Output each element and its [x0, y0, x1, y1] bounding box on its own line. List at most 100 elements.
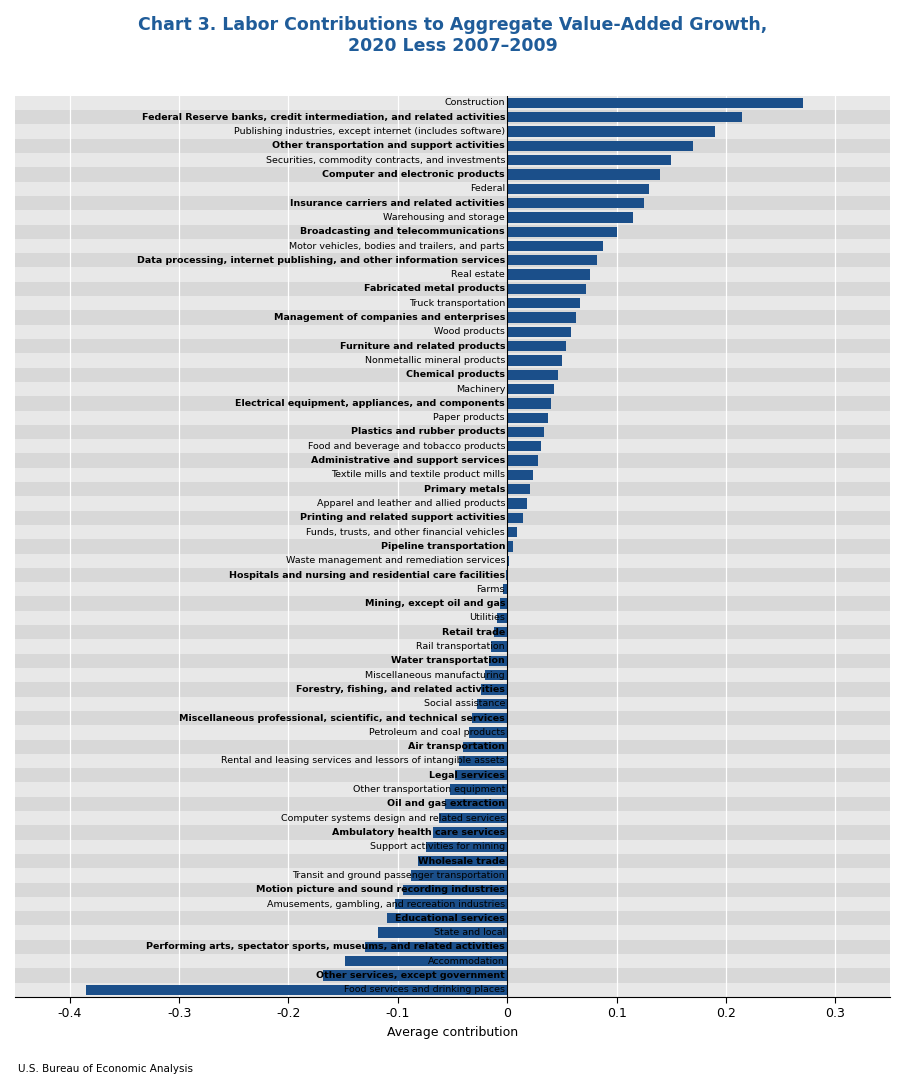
Bar: [15, 840, 890, 854]
Text: Funds, trusts, and other financial vehicles: Funds, trusts, and other financial vehic…: [306, 528, 505, 536]
Bar: [15, 811, 890, 826]
Bar: [15, 124, 890, 138]
Text: Securities, commodity contracts, and investments: Securities, commodity contracts, and inv…: [265, 156, 505, 164]
Bar: [507, 141, 693, 151]
Bar: [15, 783, 890, 797]
Bar: [507, 542, 512, 551]
Bar: [507, 455, 538, 466]
Text: Chart 3. Labor Contributions to Aggregate Value-Added Growth,
2020 Less 2007–200: Chart 3. Labor Contributions to Aggregat…: [138, 16, 767, 55]
Bar: [15, 955, 890, 969]
Text: Amusements, gambling, and recreation industries: Amusements, gambling, and recreation ind…: [267, 899, 505, 908]
Text: Rental and leasing services and lessors of intangible assets: Rental and leasing services and lessors …: [222, 757, 505, 765]
Bar: [15, 411, 890, 425]
Bar: [15, 725, 890, 739]
Bar: [15, 939, 890, 955]
Bar: [507, 312, 576, 323]
Text: Data processing, internet publishing, and other information services: Data processing, internet publishing, an…: [137, 256, 505, 265]
Text: Warehousing and storage: Warehousing and storage: [383, 213, 505, 222]
Text: Legal services: Legal services: [429, 771, 505, 779]
Bar: [507, 341, 567, 351]
Bar: [15, 253, 890, 267]
Text: Food services and drinking places: Food services and drinking places: [344, 986, 505, 995]
Bar: [15, 482, 890, 496]
Bar: [15, 510, 890, 525]
Text: Truck transportation: Truck transportation: [409, 298, 505, 308]
Text: Administrative and support services: Administrative and support services: [310, 456, 505, 465]
Bar: [15, 769, 890, 783]
Bar: [15, 267, 890, 282]
Bar: [15, 310, 890, 324]
Bar: [507, 255, 597, 266]
Text: Oil and gas extraction: Oil and gas extraction: [387, 799, 505, 809]
Text: Performing arts, spectator sports, museums, and related activities: Performing arts, spectator sports, museu…: [147, 943, 505, 951]
Bar: [15, 353, 890, 368]
Bar: [507, 526, 517, 537]
Text: Fabricated metal products: Fabricated metal products: [364, 284, 505, 293]
Bar: [507, 484, 530, 494]
Bar: [15, 138, 890, 154]
Bar: [489, 656, 507, 666]
Bar: [507, 184, 650, 193]
Text: Forestry, fishing, and related activities: Forestry, fishing, and related activitie…: [296, 685, 505, 694]
Bar: [15, 96, 890, 110]
Bar: [15, 639, 890, 654]
Text: Social assistance: Social assistance: [424, 699, 505, 708]
Bar: [507, 498, 527, 509]
Text: Waste management and remediation services: Waste management and remediation service…: [285, 557, 505, 565]
Text: Farms: Farms: [477, 585, 505, 593]
Bar: [445, 799, 507, 809]
Text: Insurance carriers and related activities: Insurance carriers and related activitie…: [291, 199, 505, 208]
Bar: [507, 427, 545, 437]
Bar: [15, 826, 890, 840]
Bar: [507, 413, 548, 423]
Bar: [15, 625, 890, 639]
Bar: [507, 470, 533, 480]
Bar: [507, 269, 590, 280]
Text: Textile mills and textile product mills: Textile mills and textile product mills: [331, 470, 505, 479]
Text: Apparel and leather and allied products: Apparel and leather and allied products: [317, 499, 505, 508]
Bar: [15, 739, 890, 753]
Bar: [365, 942, 507, 952]
Text: Printing and related support activities: Printing and related support activities: [300, 513, 505, 522]
Bar: [507, 298, 580, 308]
Bar: [500, 599, 507, 609]
Text: Other transportation equipment: Other transportation equipment: [353, 785, 505, 795]
Bar: [15, 110, 890, 124]
Bar: [439, 813, 507, 824]
Text: Educational services: Educational services: [395, 913, 505, 923]
Bar: [477, 698, 507, 709]
Text: Primary metals: Primary metals: [424, 484, 505, 494]
Bar: [507, 284, 586, 294]
Bar: [395, 899, 507, 909]
Bar: [15, 397, 890, 411]
Text: Petroleum and coal products: Petroleum and coal products: [369, 728, 505, 737]
Text: Food and beverage and tobacco products: Food and beverage and tobacco products: [308, 442, 505, 451]
Bar: [15, 439, 890, 453]
Bar: [15, 854, 890, 868]
Bar: [507, 155, 672, 165]
Bar: [15, 969, 890, 983]
Bar: [507, 212, 633, 223]
Bar: [15, 496, 890, 510]
Bar: [507, 512, 522, 523]
Bar: [15, 868, 890, 882]
Bar: [459, 756, 507, 766]
Bar: [15, 225, 890, 239]
Bar: [417, 856, 507, 866]
Bar: [507, 170, 661, 179]
Text: Computer and electronic products: Computer and electronic products: [322, 170, 505, 179]
Bar: [15, 583, 890, 597]
Text: Real estate: Real estate: [452, 270, 505, 279]
Bar: [507, 384, 554, 395]
Bar: [15, 382, 890, 397]
Text: Pipeline transportation: Pipeline transportation: [380, 542, 505, 551]
Bar: [15, 911, 890, 925]
Bar: [15, 368, 890, 382]
Bar: [15, 182, 890, 196]
Bar: [507, 227, 616, 237]
Bar: [507, 326, 571, 337]
Bar: [15, 211, 890, 225]
Bar: [15, 668, 890, 682]
Bar: [15, 525, 890, 539]
Text: Other services, except government: Other services, except government: [316, 971, 505, 980]
